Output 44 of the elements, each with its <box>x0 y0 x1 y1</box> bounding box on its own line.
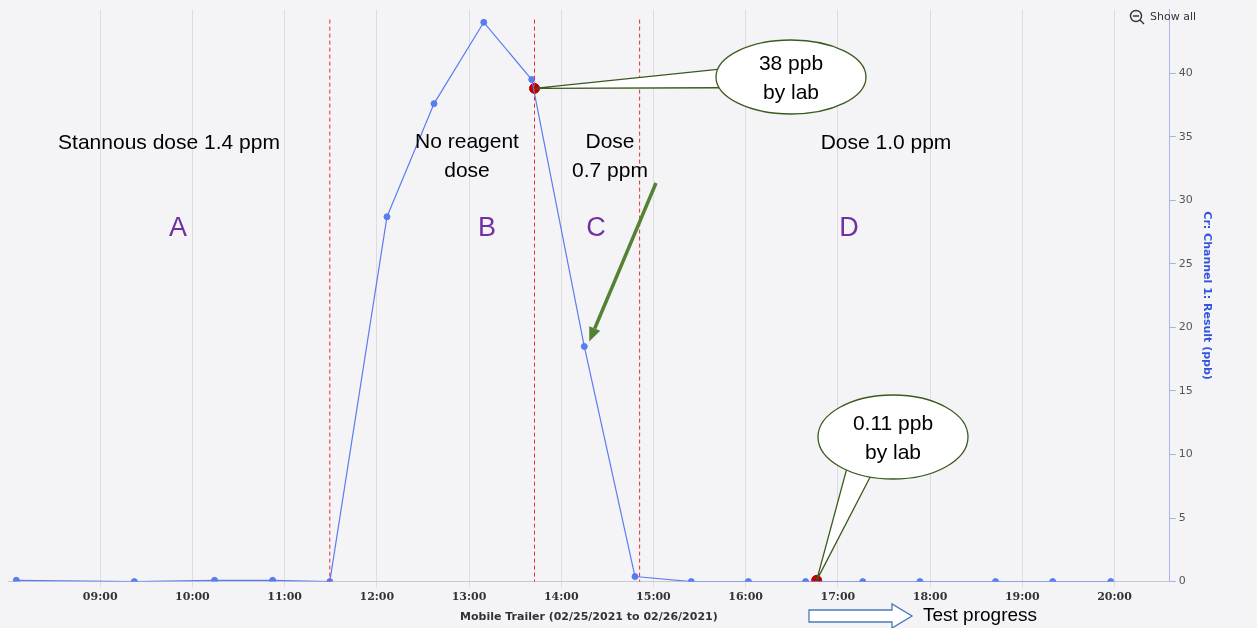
point <box>528 76 536 84</box>
point <box>383 213 391 221</box>
annotation: Stannous dose 1.4 ppm <box>58 128 280 155</box>
x-tick-label: 20:00 <box>1097 590 1133 604</box>
point <box>430 100 438 108</box>
point <box>580 342 588 350</box>
point <box>12 576 20 582</box>
y-tick-label: 35 <box>1178 129 1193 143</box>
annotation: A <box>168 211 188 242</box>
x-tick-label: 15:00 <box>636 590 672 604</box>
y-tick-label: 40 <box>1178 66 1193 80</box>
annotation: 0.11 ppb by lab <box>852 410 934 465</box>
point <box>211 576 219 582</box>
point <box>631 573 639 581</box>
y-tick-label: 5 <box>1178 510 1186 524</box>
x-tick-label: 09:00 <box>82 590 118 604</box>
annotation: Dose 1.0 ppm <box>820 128 952 155</box>
x-tick-label: 12:00 <box>359 590 395 604</box>
y-tick-label: 15 <box>1178 383 1193 397</box>
x-tick-label: 18:00 <box>912 590 948 604</box>
annotation: D <box>839 211 859 242</box>
x-tick-label: 13:00 <box>451 590 487 604</box>
x-axis-title: Mobile Trailer (02/25/2021 to 02/26/2021) <box>460 610 718 624</box>
x-tick-label: 19:00 <box>1004 590 1040 604</box>
y-tick-label: 10 <box>1178 447 1193 461</box>
x-tick-label: 17:00 <box>820 590 856 604</box>
y-tick-label: 0 <box>1178 574 1186 588</box>
annotation: No reagent dose <box>415 128 519 183</box>
annotation: 38 ppb by lab <box>758 50 824 105</box>
x-tick-label: 10:00 <box>175 590 211 604</box>
x-tick-label: 11:00 <box>267 590 303 604</box>
y-tick-label: 20 <box>1178 320 1193 334</box>
text: Test progress <box>923 603 1038 625</box>
y-tick-label: 30 <box>1178 193 1193 207</box>
y-tick-label: 25 <box>1178 256 1193 270</box>
annotation: Dose 0.7 ppm <box>572 128 648 183</box>
annotation: B <box>477 211 497 242</box>
annotation: Show all <box>1150 10 1197 24</box>
x-tick-label: 14:00 <box>543 590 579 604</box>
x-tick-label: 16:00 <box>728 590 764 604</box>
y-axis-title: Cr: Channel 1: Result (ppb) <box>1200 211 1214 380</box>
point <box>480 18 488 26</box>
point <box>269 576 277 582</box>
annotation: C <box>586 211 606 242</box>
